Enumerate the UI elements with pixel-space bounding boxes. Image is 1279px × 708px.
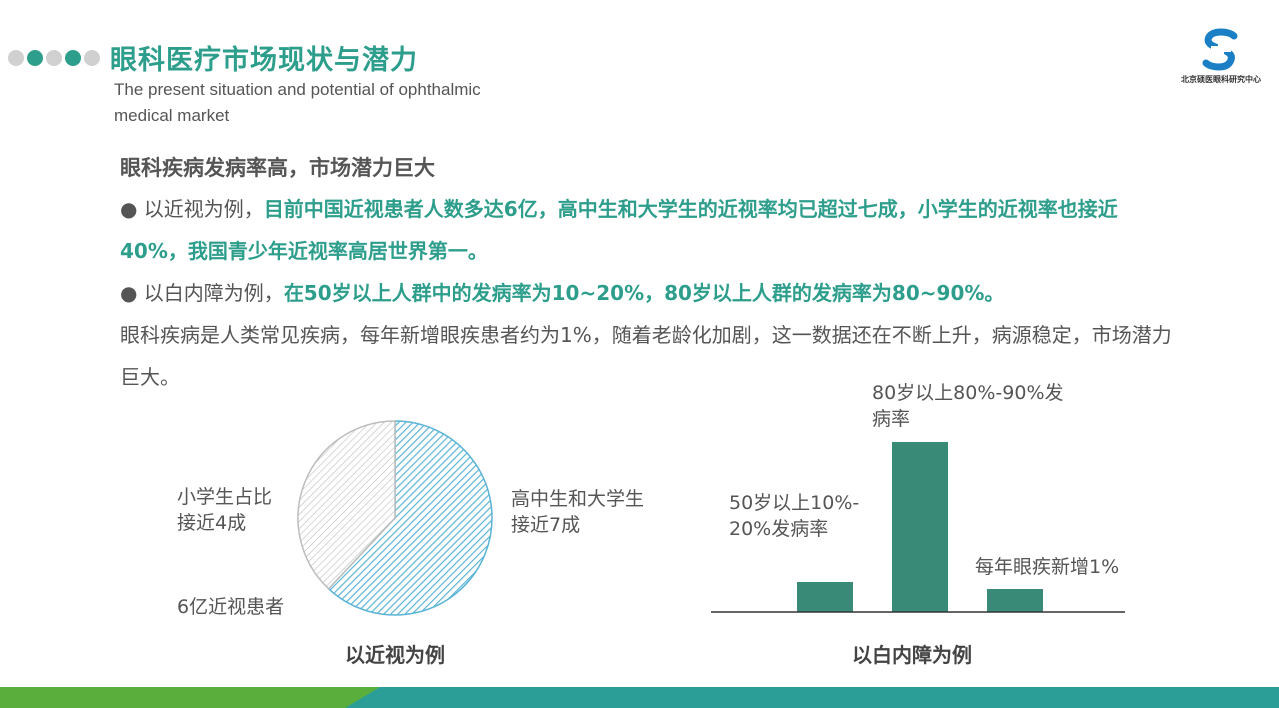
pie-label-primary-school: 小学生占比 接近4成 — [177, 484, 272, 536]
dot-decoration — [27, 50, 43, 66]
page-subtitle: The present situation and potential of o… — [114, 77, 574, 129]
bar-label-80: 80岁以上80%-90%发 病率 — [872, 380, 1064, 432]
pie-label-line: 接近7成 — [511, 514, 581, 536]
pie-label-line: 高中生和大学生 — [511, 488, 645, 510]
bullet-prefix: ● 以近视为例， — [120, 197, 264, 221]
pie-label-line: 接近4成 — [177, 512, 247, 534]
bar-chart — [711, 442, 1125, 613]
pie-chart — [297, 420, 493, 616]
dot-decoration — [8, 50, 24, 66]
pie-slice-high-school — [327, 420, 493, 616]
dot-decoration — [46, 50, 62, 66]
pie-label-high-school: 高中生和大学生 接近7成 — [511, 486, 644, 538]
bar-label-line: 80岁以上80%-90%发 — [872, 382, 1064, 404]
bar-annual-new — [987, 589, 1043, 612]
pie-label-line: 小学生占比 — [177, 486, 273, 508]
bullet-myopia: ● 以近视为例，目前中国近视患者人数多达6亿，高中生和大学生的近视率均已超过七成… — [120, 188, 1180, 272]
bullet-cataract: ● 以白内障为例，在50岁以上人群中的发病率为10~20%，80岁以上人群的发病… — [120, 272, 1180, 314]
pie-label-total: 6亿近视患者 — [177, 596, 285, 618]
dot-decoration — [84, 50, 100, 66]
bullet-highlight: 在50岁以上人群中的发病率为10~20%，80岁以上人群的发病率为80~90%。 — [283, 281, 1005, 305]
bar-50-plus — [797, 582, 853, 612]
bar-80-plus — [892, 442, 948, 612]
footer-band-green — [0, 687, 380, 708]
pie-caption: 以近视为例 — [345, 643, 445, 667]
pie-slice-primary-school — [297, 420, 396, 590]
main-content: 眼科疾病发病率高，市场潜力巨大 ● 以近视为例，目前中国近视患者人数多达6亿，高… — [120, 148, 1180, 398]
page-title: 眼科医疗市场现状与潜力 — [110, 45, 418, 76]
bar-label-50: 50岁以上10%- 20%发病率 — [729, 490, 859, 542]
dot-decoration — [65, 50, 81, 66]
bar-label-line: 20%发病率 — [729, 518, 829, 540]
bar-label-line: 50岁以上10%- — [729, 492, 860, 514]
bullet-highlight: 目前中国近视患者人数多达6亿，高中生和大学生的近视率均已超过七成，小学生的近视率… — [120, 197, 1118, 263]
logo: 北京硕医眼科研究中心 — [1168, 28, 1274, 85]
bullet-prefix: ● 以白内障为例， — [120, 281, 284, 305]
bar-caption: 以白内障为例 — [852, 643, 972, 667]
subtitle-line: The present situation and potential of o… — [114, 80, 481, 99]
subtitle-line: medical market — [114, 106, 230, 125]
title-dots — [8, 50, 100, 66]
bar-label-line: 病率 — [872, 408, 911, 430]
logo-mark-icon — [1202, 28, 1238, 71]
logo-text: 北京硕医眼科研究中心 — [1181, 75, 1261, 84]
summary-paragraph: 眼科疾病是人类常见疾病，每年新增眼疾患者约为1%，随着老龄化加剧，这一数据还在不… — [120, 323, 1172, 389]
section-heading: 眼科疾病发病率高，市场潜力巨大 — [120, 156, 435, 180]
bar-label-annual: 每年眼疾新增1% — [975, 556, 1120, 578]
footer-band-teal — [345, 687, 1279, 708]
